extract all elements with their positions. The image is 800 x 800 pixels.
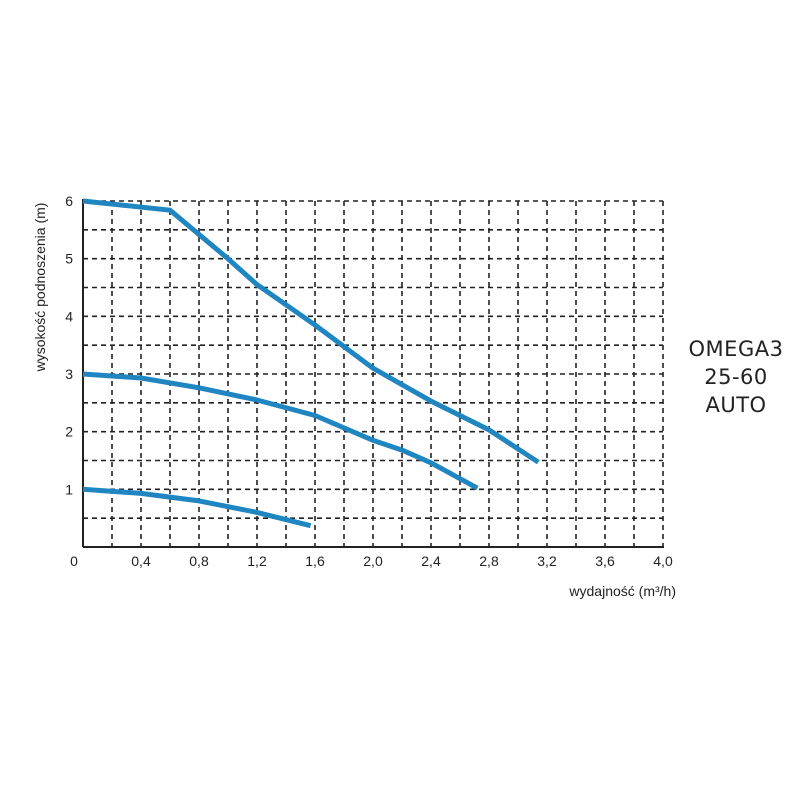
series-line-speed-3 [82, 198, 540, 465]
x-tick-labels: 0 0,4 0,8 1,2 1,6 2,0 2,4 2,8 3,2 3,6 4,0 [70, 553, 673, 569]
x-axis-label: wydajność (m³/h) [568, 583, 676, 599]
y-tick-label: 2 [65, 424, 73, 440]
product-label-line-1: OMEGA3 [689, 337, 784, 361]
x-tick-label: 2,0 [363, 553, 383, 569]
x-tick-label: 0,8 [189, 553, 209, 569]
y-axis-label: wysokość podnoszenia (m) [32, 203, 48, 373]
x-tick-label: 1,2 [247, 553, 267, 569]
y-tick-label: 4 [65, 308, 73, 324]
x-tick-label: 1,6 [305, 553, 325, 569]
x-tick-label: 0,4 [131, 553, 151, 569]
series-line-speed-2 [82, 371, 479, 491]
product-label-line-3: AUTO [705, 393, 766, 417]
x-tick-label: 4,0 [653, 553, 673, 569]
product-label-line-2: 25-60 [704, 365, 768, 389]
y-tick-label: 6 [65, 193, 73, 209]
y-tick-label: 3 [65, 366, 73, 382]
x-tick-label: 3,6 [595, 553, 615, 569]
axes [82, 199, 664, 548]
y-tick-labels: 1 2 3 4 5 6 [65, 193, 73, 497]
x-tick-label: 3,2 [537, 553, 557, 569]
x-tick-label: 2,8 [479, 553, 499, 569]
grid [83, 200, 664, 547]
y-tick-label: 1 [65, 481, 73, 497]
series-line-speed-1 [82, 486, 312, 529]
series-lines [82, 198, 540, 529]
x-tick-label: 2,4 [421, 553, 441, 569]
y-tick-label: 5 [65, 251, 73, 267]
x-tick-label: 0 [70, 553, 78, 569]
